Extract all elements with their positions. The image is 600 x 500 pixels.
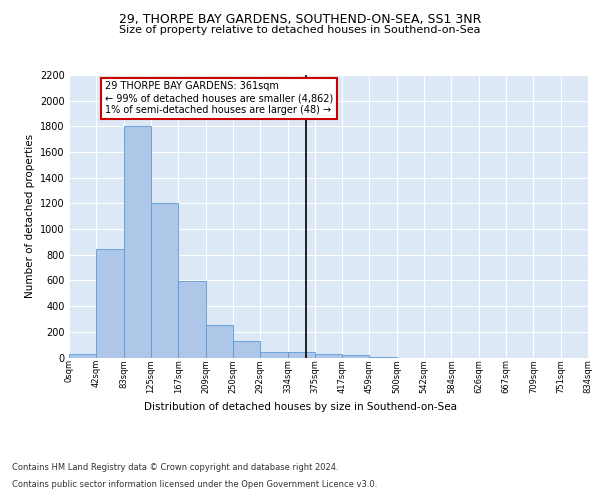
Bar [69,354,97,358]
Bar [233,341,260,357]
Bar [287,352,315,358]
Text: 29, THORPE BAY GARDENS, SOUTHEND-ON-SEA, SS1 3NR: 29, THORPE BAY GARDENS, SOUTHEND-ON-SEA,… [119,12,481,26]
Y-axis label: Number of detached properties: Number of detached properties [25,134,35,298]
Bar [151,203,178,358]
Text: 29 THORPE BAY GARDENS: 361sqm
← 99% of detached houses are smaller (4,862)
1% of: 29 THORPE BAY GARDENS: 361sqm ← 99% of d… [104,82,333,114]
Text: Distribution of detached houses by size in Southend-on-Sea: Distribution of detached houses by size … [143,402,457,412]
Text: Contains HM Land Registry data © Crown copyright and database right 2024.: Contains HM Land Registry data © Crown c… [12,462,338,471]
Bar [97,249,124,358]
Bar [124,126,151,358]
Bar [315,354,342,358]
Text: Size of property relative to detached houses in Southend-on-Sea: Size of property relative to detached ho… [119,25,481,35]
Text: Contains public sector information licensed under the Open Government Licence v3: Contains public sector information licen… [12,480,377,489]
Bar [178,281,206,357]
Bar [342,355,370,358]
Bar [260,352,287,358]
Bar [370,357,397,358]
Bar [206,325,233,358]
